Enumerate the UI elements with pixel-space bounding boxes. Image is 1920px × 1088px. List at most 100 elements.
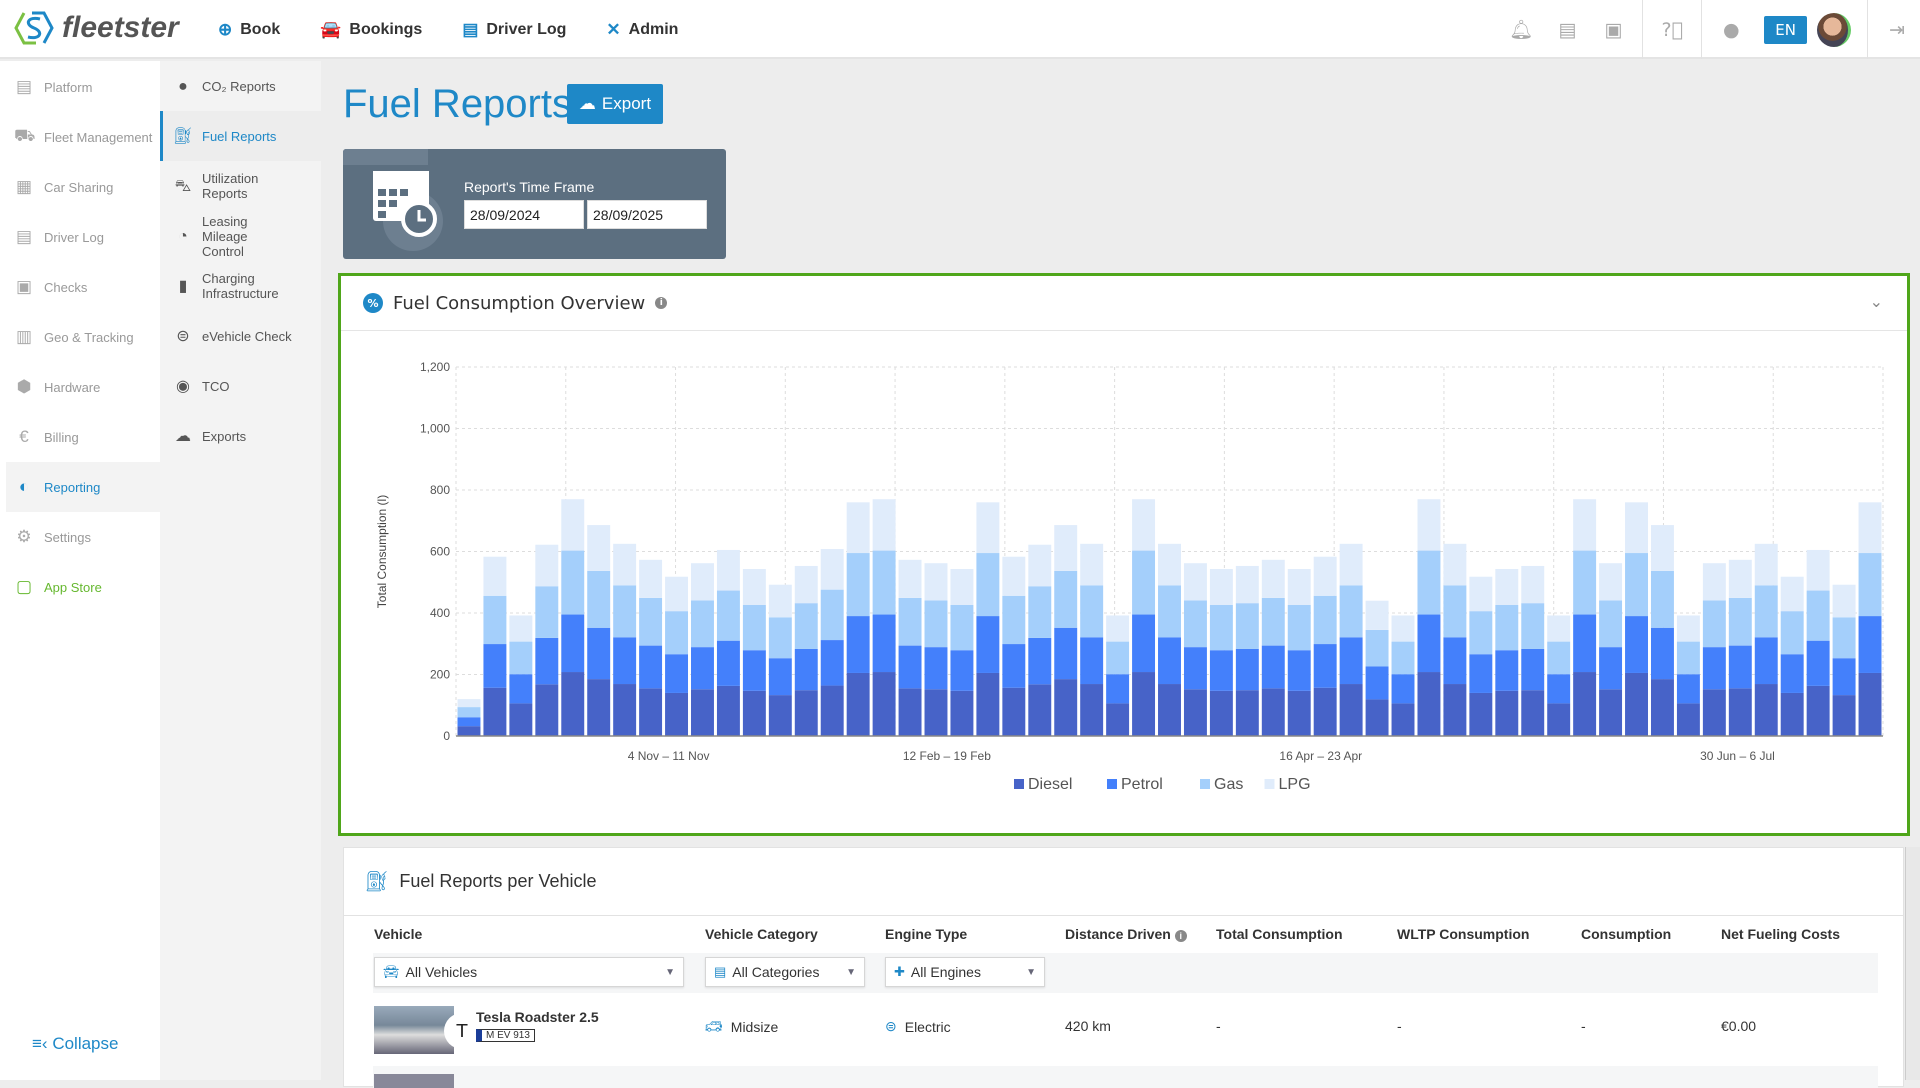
category-filter-select[interactable]: ▤ All Categories ▼ (705, 957, 865, 987)
column-header-vehicle[interactable]: Vehicle (374, 926, 423, 942)
sidebar-item-billing[interactable]: € Billing (6, 412, 160, 462)
bar-gas (976, 553, 1000, 617)
hardware-icon: ⬢ (16, 377, 32, 396)
subnav-item-tco[interactable]: ◉ TCO (160, 361, 321, 411)
avatar[interactable] (1817, 12, 1851, 47)
fleetster-logo[interactable]: fleetster (14, 10, 179, 46)
subnav-item-exports[interactable]: ☁ Exports (160, 411, 321, 461)
bar-diesel (1702, 689, 1726, 736)
id-card-icon[interactable]: ▣ (1604, 18, 1623, 41)
panel-header: ⛽︎ Fuel Reports per Vehicle (344, 848, 1903, 916)
sidebar-item-reporting[interactable]: ◐ Reporting (6, 462, 160, 512)
globe-icon[interactable]: ● (1723, 18, 1740, 41)
scrollbar[interactable] (1905, 847, 1920, 1080)
bar-petrol (1806, 640, 1830, 686)
info-icon[interactable]: i (655, 297, 668, 309)
chevron-down-icon[interactable]: ⌄ (1869, 292, 1883, 311)
sidebar-item-app-store[interactable]: ▢ App Store (6, 562, 160, 612)
vehicle-name[interactable]: Tesla Roadster 2.5 (476, 1009, 599, 1025)
bar-diesel (561, 672, 585, 736)
column-header-wltp[interactable]: WLTP Consumption (1397, 926, 1530, 942)
bar-lpg (1080, 543, 1104, 586)
bell-icon[interactable]: 🔔︎ (1509, 19, 1534, 41)
bar-diesel (1106, 703, 1130, 736)
bar-gas (1728, 597, 1752, 646)
subnav-item-label: Charging Infrastructure (202, 271, 279, 301)
bar-petrol (1547, 674, 1571, 704)
bar-gas (924, 600, 948, 648)
vehicle-image[interactable] (374, 1074, 454, 1088)
bar-gas (950, 605, 974, 651)
sidebar-item-platform[interactable]: ▤ Platform (6, 62, 160, 112)
bar-petrol (1365, 666, 1389, 700)
subnav-item-evehicle-check[interactable]: ⊜ eVehicle Check (160, 311, 321, 361)
sidebar-item-label: App Store (44, 579, 102, 595)
plus-circle-icon: ⊕ (218, 19, 233, 39)
bar-lpg (1028, 544, 1052, 587)
vehicle-image[interactable] (374, 1006, 454, 1054)
legend-label-lpg: LPG (1279, 776, 1311, 793)
nav-book[interactable]: ⊕ Book (218, 20, 280, 40)
column-header-distance[interactable]: Distance Driven i (1065, 926, 1187, 942)
bar-diesel (1728, 688, 1752, 736)
subnav-item-leasing-mileage-control[interactable]: ◔ Leasing Mileage Control (160, 211, 321, 261)
logout-icon[interactable]: ⇥ (1889, 18, 1905, 41)
sidebar-item-car-sharing[interactable]: ▦ Car Sharing (6, 162, 160, 212)
nav-label: Driver Log (486, 20, 567, 38)
y-tick-label: 600 (430, 545, 450, 559)
bar-lpg (1754, 543, 1778, 586)
sidebar-item-hardware[interactable]: ⬢ Hardware (6, 362, 160, 412)
bar-petrol (1495, 650, 1519, 691)
tasks-icon[interactable]: ▤ (1558, 18, 1577, 41)
bar-lpg (665, 576, 689, 612)
x-tick-label: 12 Feb – 19 Feb (903, 749, 991, 763)
nav-admin[interactable]: ✕ Admin (606, 20, 678, 40)
bar-petrol (950, 650, 974, 691)
sidebar-item-fleet-management[interactable]: ⛟ Fleet Management (6, 112, 160, 162)
info-icon[interactable]: i (1174, 930, 1187, 942)
engine-filter-select[interactable]: ✚ All Engines ▼ (885, 957, 1045, 987)
app-store-icon: ▢ (15, 577, 33, 596)
column-header-consumption[interactable]: Consumption (1581, 926, 1672, 942)
help-icon[interactable]: ?⃝ (1661, 18, 1684, 41)
bar-diesel (1339, 684, 1363, 736)
column-header-engine[interactable]: Engine Type (885, 926, 968, 942)
bar-lpg (1054, 525, 1078, 571)
nav-driver-log[interactable]: ▤ Driver Log (462, 20, 566, 40)
column-header-total[interactable]: Total Consumption (1216, 926, 1343, 942)
subnav-item-co-reports[interactable]: ● CO₂ Reports (160, 61, 321, 111)
export-button[interactable]: ☁ Export (567, 84, 663, 124)
bar-diesel (924, 689, 948, 736)
subnav-item-fuel-reports[interactable]: ⛽︎ Fuel Reports (160, 111, 321, 161)
bar-diesel (1054, 679, 1078, 736)
nav-label: Admin (628, 20, 679, 38)
bar-gas (1028, 586, 1052, 638)
vehicle-filter-select[interactable]: 🚘︎ All Vehicles ▼ (374, 957, 684, 987)
log-icon: ▤ (15, 227, 33, 246)
bar-lpg (950, 569, 974, 606)
bar-diesel (665, 692, 689, 736)
consumption-cell: - (1581, 1018, 1586, 1034)
divider (1642, 0, 1644, 59)
column-header-cost[interactable]: Net Fueling Costs (1721, 926, 1841, 942)
fuel-consumption-overview-panel: 0 200 400 600 800 1,000 1,200 4 Nov – 11 Nov 12 … (338, 273, 1910, 836)
y-tick-label: 800 (430, 483, 450, 497)
sidebar-item-driver-log[interactable]: ▤ Driver Log (6, 212, 160, 262)
top-right-tools: 🔔︎ ▤ ▣ ?⃝ ● EN ⇥ (1498, 0, 1920, 59)
column-header-category[interactable]: Vehicle Category (705, 926, 818, 942)
collapse-button[interactable]: ≡‹ Collapse (32, 1034, 118, 1054)
date-to-input[interactable] (587, 200, 707, 229)
sidebar-item-geo-tracking[interactable]: ▥ Geo & Tracking (6, 312, 160, 362)
table-row[interactable] (373, 1066, 1878, 1088)
sidebar-item-checks[interactable]: ▣ Checks (6, 262, 160, 312)
bar-lpg (1158, 543, 1181, 586)
nav-bookings[interactable]: 🚘 Bookings (320, 20, 422, 40)
bar-gas (898, 597, 922, 646)
subnav-item-charging-infrastructure[interactable]: ▮ Charging Infrastructure (160, 261, 321, 311)
language-button[interactable]: EN (1764, 15, 1807, 44)
x-tick-label: 4 Nov – 11 Nov (628, 749, 710, 763)
subnav-item-utilization-reports[interactable]: ⛍ Utilization Reports (160, 161, 321, 211)
sidebar-item-settings[interactable]: ⚙ Settings (6, 512, 160, 562)
bar-diesel (1183, 689, 1207, 736)
date-from-input[interactable] (464, 200, 584, 229)
